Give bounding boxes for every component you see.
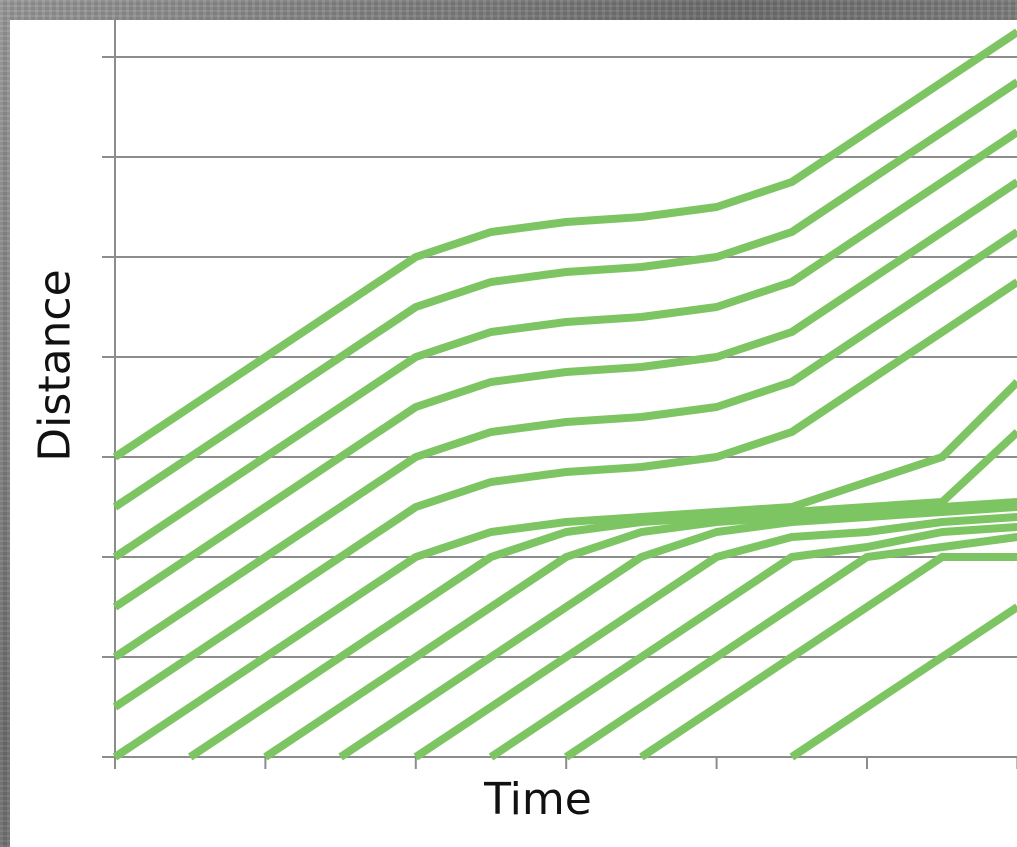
series-line-7	[112, 379, 1017, 761]
series-group	[112, 28, 1017, 761]
series-line-2	[112, 78, 1017, 511]
series-line-9	[263, 498, 1017, 761]
series-line-4	[112, 178, 1017, 611]
series-line-14	[639, 553, 1017, 761]
y-axis-label: Distance	[29, 268, 81, 462]
series-line-10	[338, 503, 1017, 761]
series-line-1	[112, 28, 1017, 461]
series-line-6	[112, 278, 1017, 711]
x-axis-label: Time	[484, 774, 592, 825]
y-axis-label-wrap: Distance	[10, 230, 100, 500]
series-line-15	[789, 603, 1017, 761]
series-line-3	[112, 128, 1017, 561]
series-line-11	[413, 513, 1017, 761]
series-line-5	[112, 228, 1017, 661]
series-line-8	[187, 429, 1017, 761]
series-line-12	[488, 523, 1017, 761]
series-line-13	[563, 533, 1017, 761]
